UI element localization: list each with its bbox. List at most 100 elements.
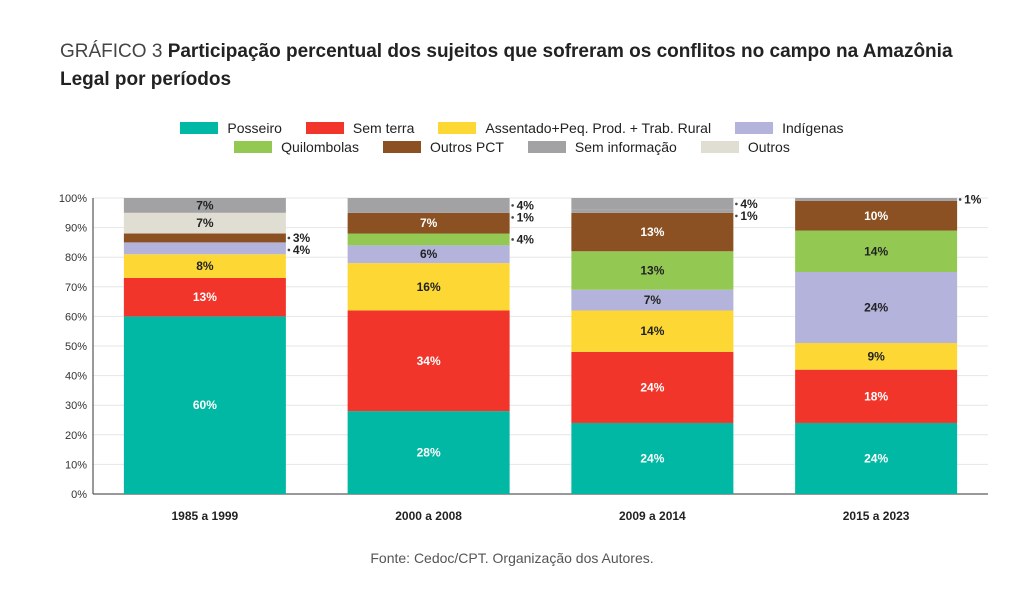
y-tick-label: 70% — [65, 282, 87, 294]
legend-row-1: Posseiro Sem terra Assentado+Peq. Prod. … — [0, 118, 1024, 137]
data-label-outside: 4% — [517, 232, 535, 246]
bar-segment — [795, 272, 958, 344]
legend-item-outros: Outros — [700, 138, 790, 155]
x-tick-label: 2009 a 2014 — [619, 509, 686, 523]
legend-swatch — [735, 121, 774, 134]
bar-segment — [795, 369, 958, 423]
bar-segment — [123, 242, 286, 255]
bar-segment — [347, 198, 510, 213]
y-tick-label: 100% — [59, 193, 87, 205]
bar-segment — [123, 277, 286, 317]
data-label: 18% — [864, 389, 888, 403]
data-label: 10% — [864, 209, 888, 223]
legend-item-posseiro: Posseiro — [180, 119, 282, 136]
chart-title: GRÁFICO 3 Participação percentual dos su… — [60, 38, 960, 94]
label-marker — [511, 216, 514, 219]
data-label: 7% — [196, 198, 214, 212]
data-label-outside: 4% — [740, 197, 758, 211]
bar-segment — [795, 343, 958, 370]
legend-swatch — [234, 140, 273, 153]
data-label: 9% — [867, 349, 885, 363]
data-label: 16% — [417, 280, 441, 294]
data-label-outside: 4% — [293, 243, 311, 257]
legend-item-quilombolas: Quilombolas — [234, 139, 359, 155]
label-marker — [511, 238, 514, 241]
data-label: 60% — [193, 398, 217, 412]
data-label: 34% — [417, 354, 441, 368]
x-tick-label: 1985 a 1999 — [172, 509, 239, 523]
bar-segment — [571, 310, 734, 352]
x-tick-label: 2000 a 2008 — [395, 509, 462, 523]
bar-segment — [571, 198, 734, 210]
label-marker — [735, 202, 738, 206]
data-label-outside: 1% — [964, 192, 982, 206]
legend-row-2: Quilombolas Outros PCT Sem informação Ou… — [0, 137, 1024, 156]
bar-segment — [347, 233, 510, 246]
legend-label: Outros — [747, 138, 790, 155]
y-tick-label: 0% — [71, 489, 87, 501]
figure-number: GRÁFICO 3 — [60, 41, 163, 62]
bar-segment — [795, 198, 958, 201]
bar-segment — [123, 233, 286, 243]
bar-segment — [795, 230, 958, 272]
bar-segment — [571, 251, 734, 290]
bar-segment — [571, 422, 734, 494]
legend-label: Indígenas — [782, 119, 844, 136]
y-tick-label: 50% — [65, 341, 87, 353]
data-label: 14% — [640, 324, 664, 338]
data-label: 24% — [864, 451, 888, 465]
data-label: 24% — [640, 380, 664, 394]
y-tick-label: 30% — [65, 400, 87, 412]
label-marker — [511, 204, 514, 207]
data-label: 13% — [193, 290, 217, 304]
y-tick-label: 80% — [65, 252, 87, 264]
data-label: 13% — [640, 225, 664, 239]
bar-segment — [571, 209, 734, 213]
legend: Posseiro Sem terra Assentado+Peq. Prod. … — [0, 118, 1024, 156]
legend-swatch — [527, 140, 566, 153]
data-label: 28% — [417, 446, 441, 460]
bar-segment — [347, 263, 510, 311]
data-label: 13% — [640, 264, 664, 278]
bar-segment — [571, 289, 734, 311]
label-marker — [735, 214, 738, 218]
y-tick-label: 40% — [65, 371, 87, 383]
legend-label: Assentado+Peq. Prod. + Trab. Rural — [485, 119, 712, 136]
bar-segment — [795, 422, 958, 494]
legend-item-sem-terra: Sem terra — [305, 120, 414, 136]
y-tick-label: 10% — [65, 459, 87, 471]
y-tick-label: 20% — [65, 430, 87, 442]
legend-label: Outros PCT — [429, 138, 504, 155]
legend-item-sem-informacao: Sem informação — [527, 139, 677, 155]
data-label-outside: 4% — [517, 198, 535, 212]
source-note: Fonte: Cedoc/CPT. Organização dos Autore… — [370, 550, 654, 566]
data-label: 24% — [864, 301, 888, 315]
bar-segment — [795, 200, 958, 231]
data-label-outside: 1% — [517, 210, 535, 224]
legend-item-assentado: Assentado+Peq. Prod. + Trab. Rural — [438, 120, 711, 136]
bar-segment — [347, 411, 510, 494]
data-label: 7% — [196, 216, 214, 230]
legend-swatch — [180, 121, 219, 134]
bar-segment — [123, 316, 286, 494]
data-label-outside: 1% — [740, 209, 758, 223]
legend-swatch — [305, 121, 344, 134]
legend-item-indigenas: Indígenas — [735, 120, 844, 136]
legend-swatch — [382, 140, 421, 153]
bar-segment — [347, 245, 510, 264]
bar-segment — [123, 254, 286, 278]
y-tick-label: 90% — [65, 223, 87, 235]
legend-label: Posseiro — [227, 119, 282, 136]
data-label: 8% — [196, 259, 214, 273]
data-label: 14% — [864, 244, 888, 258]
data-label: 24% — [640, 451, 664, 465]
title-text: Participação percentual dos sujeitos que… — [60, 41, 953, 90]
bar-segment — [347, 310, 510, 412]
bar-segment — [347, 212, 510, 234]
label-marker — [287, 248, 291, 252]
legend-item-outros-pct: Outros PCT — [382, 138, 504, 155]
y-tick-label: 60% — [65, 311, 87, 323]
x-tick-label: 2015 a 2023 — [843, 509, 910, 523]
data-label: 6% — [420, 247, 438, 261]
